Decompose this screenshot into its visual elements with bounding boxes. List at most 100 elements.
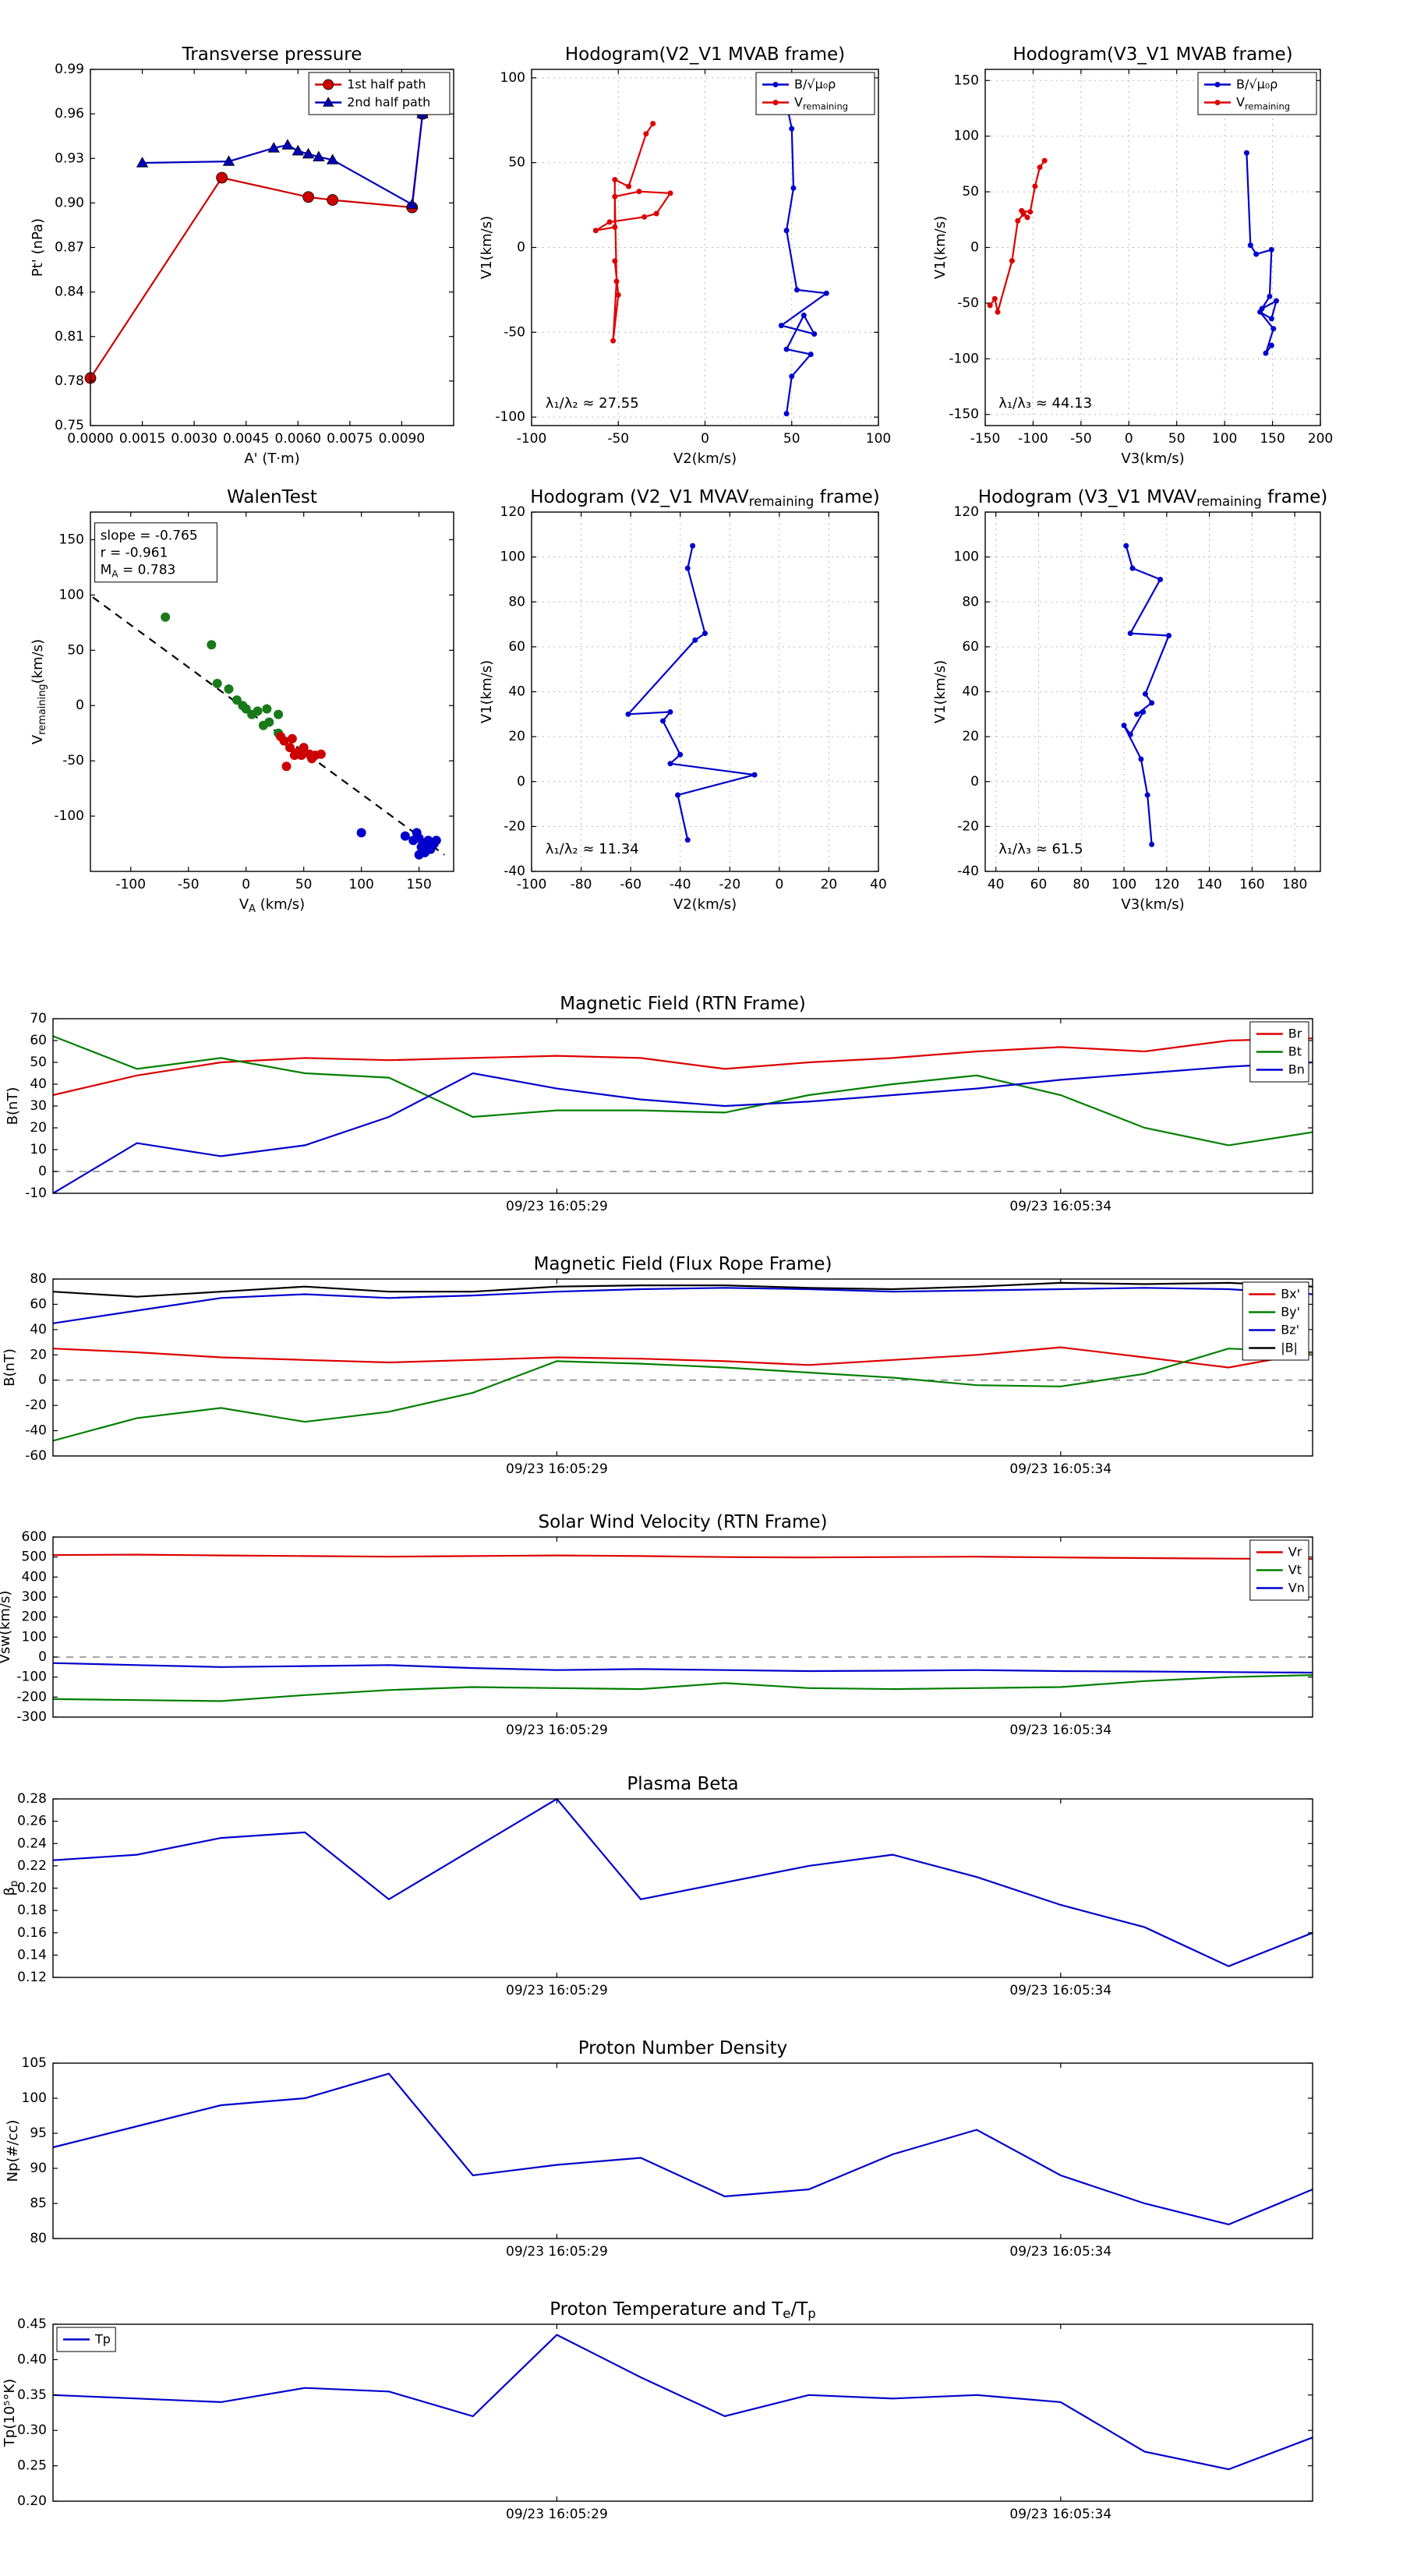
x-tick-label: 09/23 16:05:29 [506, 1461, 608, 1477]
y-tick-label: 50 [67, 642, 84, 658]
y-tick-label: 0.99 [55, 62, 84, 77]
x-axis-label: V3(km/s) [1121, 451, 1184, 467]
marker [702, 631, 708, 637]
y-tick-label: 200 [22, 1610, 47, 1625]
marker [1247, 242, 1253, 249]
panel-title: Proton Number Density [578, 2038, 788, 2058]
y-tick-label: 50 [30, 1055, 47, 1070]
y-tick-label: 40 [30, 1322, 47, 1337]
br-line [52, 1037, 1313, 1097]
y-tick-label: -20 [25, 1398, 47, 1413]
legend-label: Vremaining [794, 95, 848, 112]
y-tick-label: 150 [59, 532, 84, 547]
marker [302, 191, 315, 203]
marker [1268, 316, 1274, 322]
eigenvalue-ratio-annotation: λ₁/λ₂ ≈ 11.34 [546, 841, 639, 857]
y-tick-label: 0.22 [17, 1858, 47, 1874]
np-line [52, 2072, 1313, 2226]
marker [1243, 150, 1249, 156]
marker [1214, 100, 1221, 105]
y-tick-label: 0 [970, 240, 979, 256]
marker [667, 761, 673, 767]
panel-vsw-rtn: 09/23 16:05:29 09/23 16:05:34 -300 -200 -100… [0, 1512, 1313, 1738]
eigenvalue-ratio-annotation: λ₁/λ₃ ≈ 61.5 [998, 841, 1083, 857]
panel-title: Hodogram (V3_V1 MVAVremaining frame) [978, 487, 1328, 509]
vt-line [52, 1674, 1313, 1702]
y-tick-label: -100 [495, 409, 525, 425]
marker [1127, 731, 1133, 737]
marker [1144, 792, 1150, 798]
marker [653, 210, 659, 217]
marker [1257, 309, 1263, 315]
panel-title: Transverse pressure [182, 44, 362, 65]
marker [1263, 350, 1269, 356]
y-tick-label: 100 [22, 1629, 47, 1645]
x-tick-label: 100 [866, 431, 891, 447]
y-tick-label: -300 [16, 1709, 47, 1725]
panel-title: Hodogram(V2_V1 MVAB frame) [565, 44, 845, 65]
marker [323, 97, 334, 107]
y-axis-label: βp [2, 1881, 20, 1896]
marker [1121, 723, 1127, 729]
marker [414, 850, 424, 860]
panel-title: Proton Temperature and Te/Tp [550, 2299, 816, 2321]
y-tick-label: 0 [76, 698, 84, 713]
x-tick-label: -20 [719, 877, 740, 892]
stats-line: MA = 0.783 [101, 562, 176, 579]
y-tick-label: 0.96 [55, 106, 84, 122]
marker [281, 139, 294, 150]
legend-label: Bx' [1281, 1287, 1300, 1302]
marker [677, 751, 684, 758]
y-axis-label: Vsw(km/s) [0, 1591, 13, 1664]
y-tick-label: 0 [38, 1649, 47, 1665]
marker [793, 287, 800, 293]
marker [307, 754, 317, 764]
y-tick-label: 0.93 [55, 150, 84, 166]
hodogram-path-line [626, 545, 755, 840]
y-tick-label: 0.25 [17, 2458, 47, 2474]
y-tick-label: -50 [62, 753, 84, 769]
legend-label: Bt [1288, 1044, 1302, 1059]
y-tick-label: 40 [30, 1076, 47, 1092]
x-tick-label: -100 [517, 877, 547, 892]
bz-prime-line [52, 1287, 1313, 1324]
x-tick-label: 09/23 16:05:34 [1009, 1461, 1111, 1477]
y-tick-label: 600 [22, 1529, 47, 1545]
y-tick-label: 0.87 [55, 240, 84, 256]
panel-title: Plasma Beta [627, 1774, 738, 1794]
marker [650, 121, 656, 127]
x-tick-label: 50 [783, 431, 800, 447]
marker [224, 684, 234, 694]
marker [136, 157, 149, 168]
marker [431, 836, 441, 846]
legend-label: Vt [1288, 1563, 1302, 1578]
marker [800, 313, 807, 319]
x-tick-label: 0.0075 [327, 431, 373, 447]
y-axis-label: V1(km/s) [932, 660, 949, 723]
marker [279, 736, 289, 746]
marker [667, 190, 673, 196]
x-tick-label: 0.0000 [67, 431, 113, 447]
y-tick-label: 60 [30, 1296, 47, 1312]
panel-hodogram-v3v1-mvav: 40 60 80 100 120 140 160 180 -40 -20 0 20 40 60 80 100 1… [932, 487, 1327, 913]
x-tick-label: 100 [1111, 877, 1136, 892]
y-tick-label: 20 [962, 729, 979, 744]
y-tick-label: -20 [957, 818, 979, 834]
legend-label: |B| [1281, 1341, 1298, 1355]
y-tick-label: 0.30 [17, 2422, 47, 2438]
legend-label: By' [1281, 1305, 1300, 1320]
marker [995, 309, 1001, 315]
marker [612, 258, 618, 264]
marker [281, 761, 292, 772]
marker [1037, 164, 1043, 171]
marker [1024, 214, 1030, 221]
x-tick-label: 0 [1125, 431, 1133, 447]
y-tick-label: 0 [38, 1164, 47, 1179]
marker [1142, 691, 1148, 697]
y-tick-label: 50 [962, 184, 979, 200]
y-tick-label: 0.45 [17, 2316, 47, 2332]
panel-plasma-beta: 09/23 16:05:29 09/23 16:05:34 0.12 0.14 0.16… [2, 1774, 1313, 1998]
axes-background [53, 1019, 1313, 1193]
marker [299, 743, 309, 753]
